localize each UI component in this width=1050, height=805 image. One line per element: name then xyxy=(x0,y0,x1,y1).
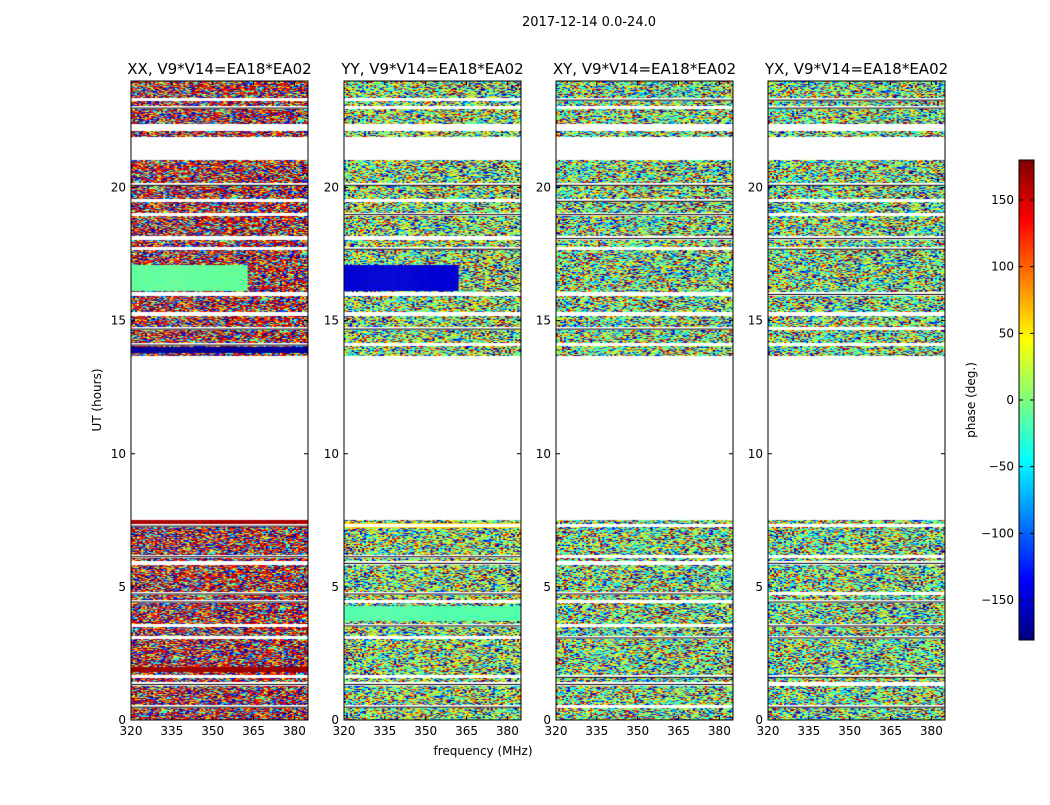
x-tick-label: 365 xyxy=(667,724,690,738)
panel-3: XY, V9*V14=EA18*EA02 320 335 350 365 380 0 5 10 1… xyxy=(536,60,736,738)
x-tick-label: 365 xyxy=(455,724,478,738)
x-tick-label: 335 xyxy=(797,724,820,738)
x-tick-label: 320 xyxy=(120,724,143,738)
x-tick-label: 350 xyxy=(626,724,649,738)
colorbar-tick-label: 100 xyxy=(991,260,1014,274)
y-tick-label: 20 xyxy=(324,181,339,195)
x-tick-label: 380 xyxy=(496,724,519,738)
panel-1: XX, V9*V14=EA18*EA02 320 335 350 365 380 0 5 10 1… xyxy=(111,60,312,738)
y-tick-label: 10 xyxy=(324,447,339,461)
panel-heatmap-image xyxy=(131,81,308,720)
x-tick-label: 320 xyxy=(545,724,568,738)
y-tick-label: 15 xyxy=(324,314,339,328)
panel-heatmap-image xyxy=(556,81,733,720)
panel-frame xyxy=(130,80,309,721)
x-axis-label: frequency (MHz) xyxy=(433,744,532,758)
colorbar-tick-label: −150 xyxy=(981,593,1014,607)
y-tick-label: 5 xyxy=(331,580,339,594)
y-tick-label: 0 xyxy=(755,713,763,727)
y-tick-label: 10 xyxy=(748,447,763,461)
y-tick-label: 15 xyxy=(536,314,551,328)
y-tick-label: 10 xyxy=(111,447,126,461)
panel-frame xyxy=(343,80,522,721)
x-tick-label: 335 xyxy=(585,724,608,738)
panel-title: XX, V9*V14=EA18*EA02 xyxy=(127,60,311,78)
x-tick-label: 320 xyxy=(333,724,356,738)
y-tick-label: 5 xyxy=(118,580,126,594)
x-tick-label: 335 xyxy=(160,724,183,738)
y-tick-label: 5 xyxy=(755,580,763,594)
x-tick-label: 380 xyxy=(708,724,731,738)
figure-suptitle: 2017-12-14 0.0-24.0 xyxy=(522,15,656,30)
colorbar-tick-label: 150 xyxy=(991,193,1014,207)
colorbar-tick-label: −100 xyxy=(981,526,1014,540)
y-axis-label: UT (hours) xyxy=(90,368,104,431)
colorbar: −150 −100 −50 0 50 100 150 xyxy=(981,159,1035,641)
panel-title: YY, V9*V14=EA18*EA02 xyxy=(340,60,523,78)
panels-group: XX, V9*V14=EA18*EA02 320 335 350 365 380 0 5 10 1… xyxy=(111,60,948,738)
x-tick-label: 380 xyxy=(283,724,306,738)
colorbar-tick-label: −50 xyxy=(989,460,1014,474)
panel-title: XY, V9*V14=EA18*EA02 xyxy=(553,60,736,78)
panel-frame xyxy=(555,80,734,721)
colorbar-label: phase (deg.) xyxy=(964,362,978,438)
y-tick-label: 10 xyxy=(536,447,551,461)
y-tick-label: 20 xyxy=(111,181,126,195)
y-tick-label: 0 xyxy=(118,713,126,727)
x-tick-label: 350 xyxy=(838,724,861,738)
panel-title: YX, V9*V14=EA18*EA02 xyxy=(764,60,948,78)
x-tick-label: 350 xyxy=(201,724,224,738)
y-tick-label: 15 xyxy=(111,314,126,328)
x-tick-label: 365 xyxy=(242,724,265,738)
y-tick-label: 5 xyxy=(543,580,551,594)
x-tick-label: 365 xyxy=(879,724,902,738)
panel-2: YY, V9*V14=EA18*EA02 320 335 350 365 380 0 5 10 1… xyxy=(324,60,524,738)
x-tick-label: 335 xyxy=(373,724,396,738)
colorbar-tick-label: 50 xyxy=(999,326,1014,340)
y-tick-label: 20 xyxy=(536,181,551,195)
y-tick-label: 15 xyxy=(748,314,763,328)
panel-4: YX, V9*V14=EA18*EA02 320 335 350 365 380 0 5 10 1… xyxy=(748,60,948,738)
x-tick-label: 350 xyxy=(414,724,437,738)
y-tick-label: 20 xyxy=(748,181,763,195)
y-tick-label: 0 xyxy=(543,713,551,727)
x-tick-label: 380 xyxy=(920,724,943,738)
panel-heatmap-image xyxy=(344,81,521,720)
colorbar-tick-label: 0 xyxy=(1006,393,1014,407)
panel-frame xyxy=(767,80,946,721)
x-tick-label: 320 xyxy=(757,724,780,738)
y-tick-label: 0 xyxy=(331,713,339,727)
panel-heatmap-image xyxy=(768,81,945,720)
